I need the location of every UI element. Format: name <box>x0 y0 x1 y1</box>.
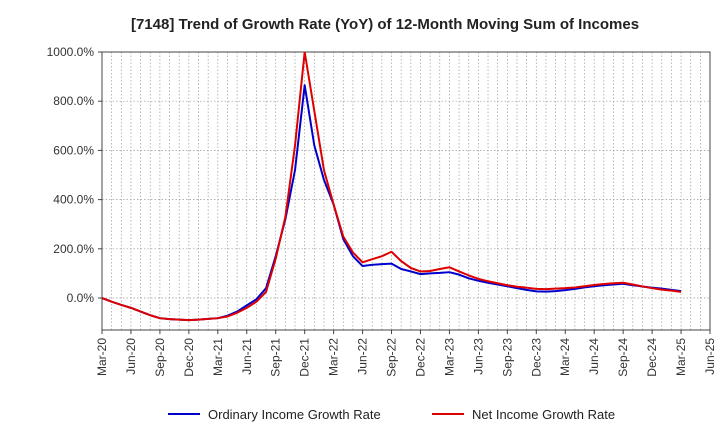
x-tick-label: Mar-22 <box>327 338 341 376</box>
y-tick-label: 400.0% <box>53 193 94 207</box>
x-tick-label: Jun-21 <box>240 338 254 375</box>
legend-label: Ordinary Income Growth Rate <box>208 407 381 422</box>
x-tick-label: Mar-23 <box>442 338 456 376</box>
x-tick-label: Mar-24 <box>558 338 572 376</box>
y-tick-label: 800.0% <box>53 94 94 108</box>
x-tick-label: Jun-24 <box>587 338 601 375</box>
x-tick-label: Mar-25 <box>674 338 688 376</box>
x-tick-label: Sep-21 <box>269 338 283 377</box>
x-tick-label: Dec-20 <box>182 338 196 377</box>
x-tick-label: Dec-23 <box>529 338 543 377</box>
x-tick-label: Mar-21 <box>211 338 225 376</box>
legend-label: Net Income Growth Rate <box>472 407 615 422</box>
x-tick-label: Jun-20 <box>124 338 138 375</box>
x-tick-label: Sep-22 <box>385 338 399 377</box>
y-tick-label: 200.0% <box>53 242 94 256</box>
x-tick-label: Jun-22 <box>356 338 370 375</box>
series-line-net-income <box>102 52 682 322</box>
x-tick-label: Sep-23 <box>500 338 514 377</box>
y-tick-label: 1000.0% <box>47 45 95 59</box>
x-tick-label: Sep-24 <box>616 338 630 377</box>
x-tick-label: Dec-22 <box>413 338 427 377</box>
plot-frame <box>101 51 711 331</box>
y-tick-label: 600.0% <box>53 143 94 157</box>
y-tick-label: 0.0% <box>67 291 95 305</box>
x-tick-label: Sep-20 <box>153 338 167 377</box>
chart-title: [7148] Trend of Growth Rate (YoY) of 12-… <box>131 16 639 33</box>
x-tick-label: Dec-21 <box>298 338 312 377</box>
x-tick-label: Jun-23 <box>471 338 485 375</box>
x-tick-label: Dec-24 <box>645 338 659 377</box>
x-tick-label: Mar-20 <box>95 338 109 376</box>
x-tick-label: Jun-25 <box>703 338 717 375</box>
